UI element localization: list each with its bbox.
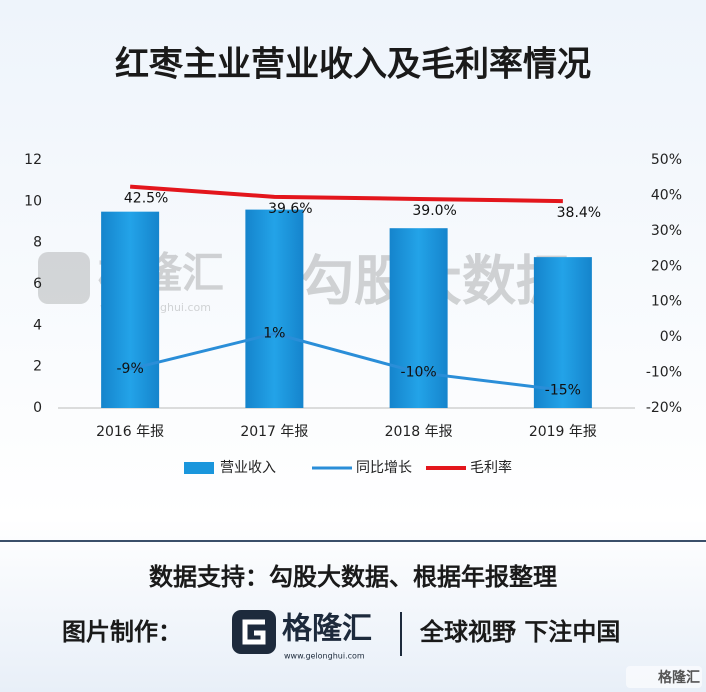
x-tick-label: 2019 年报 [529,424,597,440]
footer-source: 数据支持：勾股大数据、根据年报整理 [149,563,557,591]
data-label: 1% [263,326,285,342]
x-tick-label: 2018 年报 [385,424,453,440]
line [129,184,563,204]
x-tick-label: 2017 年报 [240,424,308,440]
legend-label: 毛利率 [470,459,512,476]
y2-tick-label: -20% [646,400,682,416]
bar [245,209,304,408]
x-tick-label: 2016 年报 [96,424,164,440]
y-tick-label: 4 [33,317,42,333]
legend-label: 营业收入 [220,460,276,476]
line [129,332,564,392]
corner-badge: 格隆汇 [658,669,700,686]
legend-swatch [184,462,214,474]
y2-tick-label: 20% [651,258,682,274]
y-tick-label: 6 [33,276,42,292]
data-label: -15% [545,382,581,398]
footer-slogan: 全球视野 下注中国 [419,618,620,646]
y2-tick-label: 10% [651,294,682,310]
watermark-logo [38,252,90,304]
y2-tick-label: 0% [660,329,682,345]
bar [533,257,592,408]
logo-glyph [242,619,266,645]
y-tick-label: 2 [33,359,42,375]
bar [101,211,160,408]
data-label: 42.5% [124,191,168,207]
y-tick-label: 12 [24,152,42,168]
bar [389,228,448,408]
y2-tick-label: -10% [646,365,682,381]
y2-tick-label: 40% [651,187,682,203]
y-tick-label: 0 [33,400,42,416]
footer-brand: 格隆汇 [282,612,372,647]
corner-badge-bg [626,666,702,688]
footer-logo: 格隆汇 www.gelonghui.com [232,610,372,661]
legend-label: 同比增长 [356,460,412,476]
data-label: 39.0% [412,203,456,219]
footer-credit-label: 图片制作： [62,618,182,646]
data-label: 38.4% [557,205,601,221]
y2-tick-label: 30% [651,223,682,239]
y-tick-label: 10 [24,193,42,209]
data-label: -10% [401,365,437,381]
y2-tick-label: 50% [651,152,682,168]
data-label: -9% [116,361,143,377]
data-label: 39.6% [268,201,312,217]
y-tick-label: 8 [33,235,42,251]
chart-title: 红枣主业营业收入及毛利率情况 [115,45,591,85]
footer-url: www.gelonghui.com [284,652,365,661]
